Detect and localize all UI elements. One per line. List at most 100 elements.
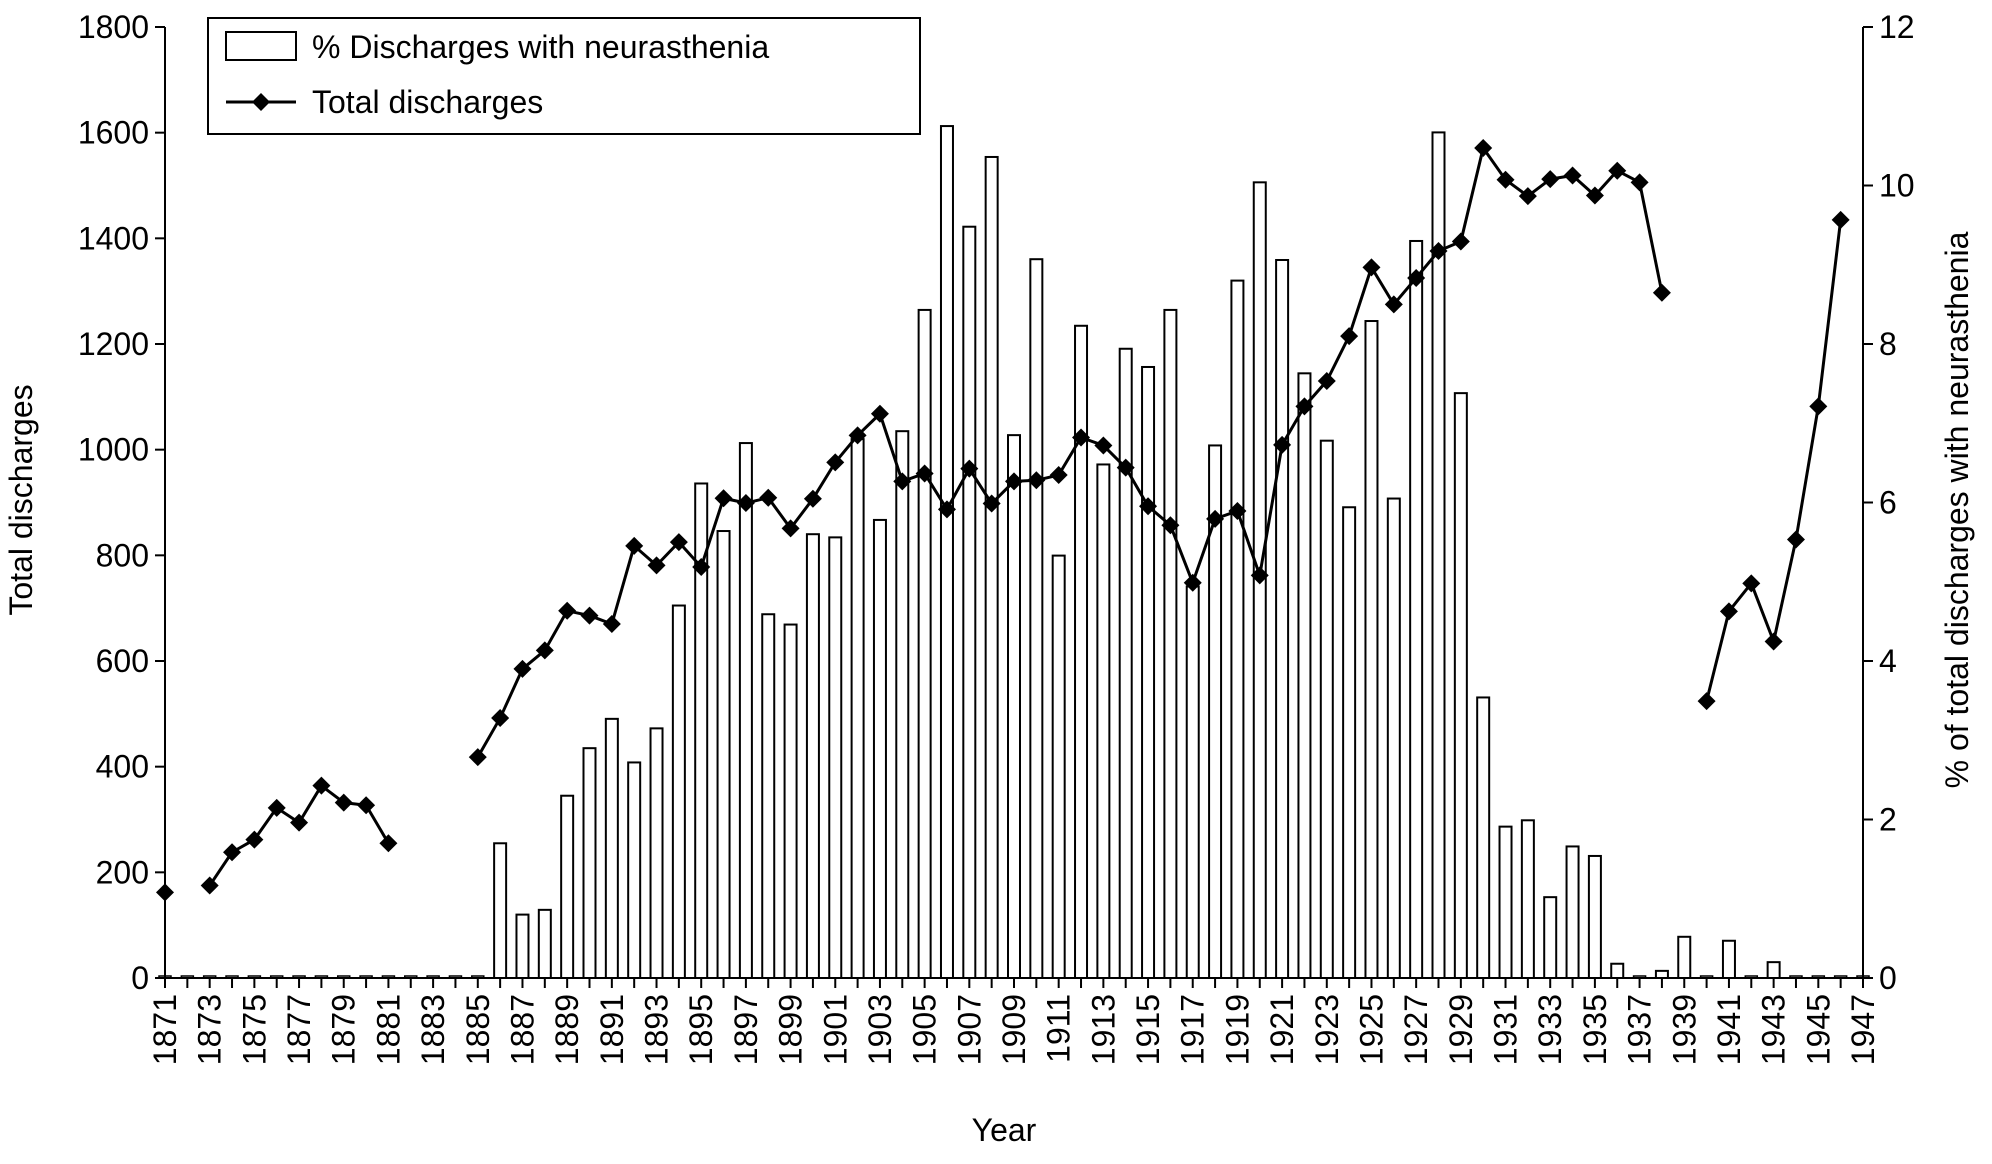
line-point bbox=[290, 813, 309, 832]
line-point bbox=[714, 489, 733, 508]
line-point bbox=[357, 796, 376, 815]
x-axis-label: Year bbox=[972, 1112, 1037, 1148]
line-point bbox=[1116, 458, 1135, 477]
line-point bbox=[513, 659, 532, 678]
series-line bbox=[208, 784, 390, 887]
x-tick-label: 1885 bbox=[460, 994, 496, 1065]
bar bbox=[1319, 439, 1334, 979]
x-tick-label: 1911 bbox=[1041, 994, 1077, 1063]
bar bbox=[515, 913, 530, 979]
line-point bbox=[803, 489, 822, 508]
legend: % Discharges with neurasthenia Total dis… bbox=[207, 17, 921, 135]
line-point bbox=[1764, 632, 1783, 651]
line-point bbox=[870, 404, 889, 423]
line-point bbox=[960, 459, 979, 478]
x-tick-label: 1919 bbox=[1219, 994, 1255, 1065]
legend-box bbox=[207, 17, 921, 135]
line-point bbox=[669, 533, 688, 552]
bar bbox=[805, 533, 820, 979]
bar bbox=[872, 518, 887, 979]
line-point bbox=[1094, 436, 1113, 455]
x-tick-label: 1875 bbox=[236, 994, 272, 1065]
line-point bbox=[1496, 170, 1515, 189]
line-point bbox=[223, 843, 242, 862]
line-point bbox=[1362, 258, 1381, 277]
bar bbox=[917, 308, 932, 979]
bar bbox=[1677, 935, 1692, 979]
line-point bbox=[1139, 497, 1158, 516]
bar bbox=[828, 536, 843, 979]
bar bbox=[761, 613, 776, 979]
x-tick-label: 1879 bbox=[326, 994, 362, 1065]
bar bbox=[1074, 324, 1089, 979]
y2-tick-label: 0 bbox=[1879, 960, 1897, 996]
bar bbox=[1275, 258, 1290, 979]
line-point bbox=[245, 830, 264, 849]
line-point bbox=[1429, 242, 1448, 261]
line-point bbox=[1518, 187, 1537, 206]
bar bbox=[1476, 696, 1491, 980]
line-point bbox=[1831, 210, 1850, 229]
bar bbox=[537, 908, 552, 979]
x-tick-label: 1939 bbox=[1666, 994, 1702, 1065]
x-tick-label: 1895 bbox=[683, 994, 719, 1065]
bar bbox=[1543, 896, 1558, 979]
bar bbox=[783, 623, 798, 979]
legend-bar-label: % Discharges with neurasthenia bbox=[312, 29, 769, 65]
bar bbox=[1766, 961, 1781, 980]
line-point bbox=[1228, 501, 1247, 520]
line-point bbox=[1719, 602, 1738, 621]
bar bbox=[1409, 239, 1424, 980]
x-tick-label: 1935 bbox=[1577, 994, 1613, 1065]
x-tick-label: 1941 bbox=[1711, 994, 1747, 1065]
line-point bbox=[267, 798, 286, 817]
bar bbox=[604, 717, 619, 979]
line-point bbox=[1541, 170, 1560, 189]
bar bbox=[1610, 962, 1625, 979]
x-tick-label: 1871 bbox=[147, 994, 183, 1065]
x-tick-label: 1913 bbox=[1085, 994, 1121, 1065]
line-point bbox=[468, 748, 487, 767]
x-tick-label: 1891 bbox=[594, 994, 630, 1065]
line-point bbox=[1786, 530, 1805, 549]
line-point bbox=[1340, 327, 1359, 346]
bar-series bbox=[158, 125, 1870, 980]
x-tick-label: 1899 bbox=[773, 994, 809, 1065]
line-point bbox=[915, 464, 934, 483]
y2-tick-label: 6 bbox=[1879, 485, 1897, 521]
line-point bbox=[781, 519, 800, 538]
y-tick-label: 0 bbox=[131, 960, 149, 996]
line-point bbox=[1630, 173, 1649, 192]
bar bbox=[1141, 365, 1156, 980]
bar bbox=[671, 604, 686, 980]
bar bbox=[1029, 258, 1044, 979]
x-tick-label: 1887 bbox=[504, 994, 540, 1065]
x-tick-label: 1943 bbox=[1756, 994, 1792, 1065]
y-tick-label: 200 bbox=[96, 854, 149, 890]
line-point bbox=[312, 776, 331, 795]
y2-tick-label: 10 bbox=[1879, 168, 1915, 204]
x-tick-label: 1929 bbox=[1443, 994, 1479, 1065]
legend-marker-icon bbox=[252, 93, 270, 111]
bar bbox=[1185, 585, 1200, 979]
y-tick-label: 1000 bbox=[78, 432, 149, 468]
x-tick-label: 1927 bbox=[1398, 994, 1434, 1065]
line-point bbox=[535, 641, 554, 660]
bar bbox=[582, 747, 597, 979]
series-line bbox=[1705, 219, 1843, 702]
bar bbox=[1230, 279, 1245, 980]
x-tick-label: 1889 bbox=[549, 994, 585, 1065]
line-point bbox=[1742, 574, 1761, 593]
line-point bbox=[1407, 268, 1426, 287]
x-tick-label: 1917 bbox=[1175, 994, 1211, 1065]
line-point bbox=[602, 615, 621, 634]
line-point bbox=[1697, 692, 1716, 711]
y-tick-label: 800 bbox=[96, 537, 149, 573]
y-tick-label: 600 bbox=[96, 643, 149, 679]
bar bbox=[1721, 939, 1736, 980]
line-point bbox=[1027, 471, 1046, 490]
x-tick-label: 1945 bbox=[1800, 994, 1836, 1065]
x-tick-label: 1931 bbox=[1488, 994, 1524, 1065]
line-point bbox=[982, 494, 1001, 513]
